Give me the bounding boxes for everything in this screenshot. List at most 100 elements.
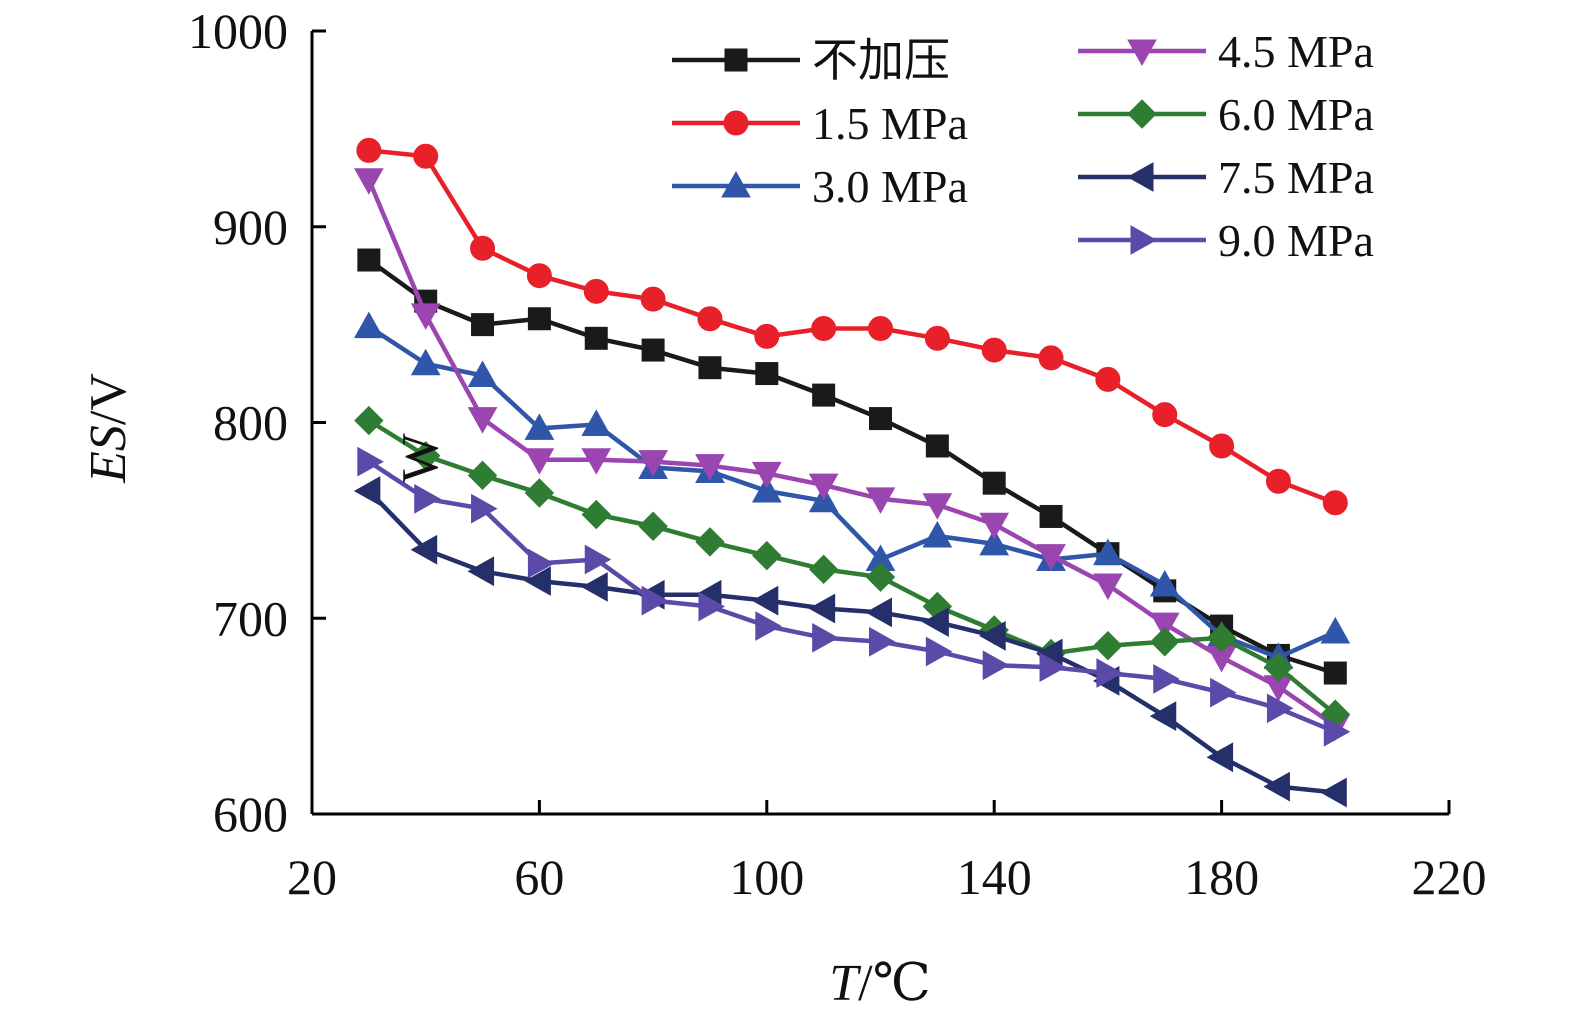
x-axis-title-unit: /℃ [858,955,931,1012]
data-point [413,143,439,169]
x-tick-label: 100 [729,849,804,905]
data-point [925,434,949,458]
data-point [467,360,498,388]
data-point [697,306,723,332]
x-tick-label: 60 [514,849,564,905]
data-point [1038,345,1064,371]
legend-label: 1.5 MPa [812,98,968,149]
data-point [922,607,949,638]
data-point [752,540,782,571]
data-point [1093,538,1123,566]
series-line [367,418,1337,716]
data-point [922,493,953,520]
data-point [467,556,495,587]
data-point [868,316,893,342]
series-5 [354,405,1351,729]
data-point [751,475,782,503]
legend-item: 9.0 MPa [1078,215,1374,266]
y-tick-label: 900 [213,199,288,255]
legend-item: 7.5 MPa [1078,152,1374,203]
legend-item: 6.0 MPa [1078,89,1374,140]
legend-marker [1126,162,1154,192]
data-point [1266,693,1294,724]
data-point [755,362,779,386]
legend: 不加压 1.5 MPa 3.0 MPa 4.5 MPa 6.0 MPa 7.5 MPa 9.… [672,26,1374,266]
data-point [638,450,668,477]
data-point [922,521,953,548]
x-tick-label: 180 [1184,849,1259,905]
data-point [467,407,498,434]
data-point [811,316,837,342]
legend-marker [723,110,749,136]
data-point [924,325,950,351]
legend-label: 不加压 [812,35,950,86]
data-point [981,337,1007,363]
data-point [1093,630,1123,661]
data-point [640,286,666,312]
data-point [1263,771,1290,802]
y-axis-title-unit: /V [80,373,137,425]
data-point [1095,366,1121,392]
y-axis-title-italic: ES [80,425,137,484]
data-point [698,591,725,622]
data-point [812,622,839,653]
data-point [410,303,441,330]
data-point [1320,616,1351,644]
data-point [527,307,551,331]
data-point [751,461,782,489]
data-point [641,585,669,616]
legend-marker [1127,99,1157,129]
series-7 [357,446,1351,747]
data-point [524,413,555,440]
data-point [353,476,381,506]
data-point [982,650,1010,681]
data-point [869,407,892,431]
data-point [471,493,498,524]
legend-label: 4.5 MPa [1218,26,1374,77]
data-point [698,356,722,380]
data-point [979,621,1006,651]
data-point [1039,652,1067,683]
legend-label: 6.0 MPa [1218,89,1374,140]
axes: 600 700 800 900 1000 20 60 100 140 180 220 [188,3,1487,905]
data-point [865,562,896,592]
data-point [1039,504,1063,528]
legend-label: 9.0 MPa [1218,215,1374,266]
data-point [1153,664,1180,694]
y-tick-label: 700 [213,590,288,646]
legend-item: 1.5 MPa [672,98,968,149]
data-point [808,473,839,501]
data-point [357,248,381,272]
data-point [581,572,608,602]
data-point [1210,677,1237,708]
legend-item: 3.0 MPa [672,161,968,212]
data-point [1323,716,1351,747]
data-point [414,483,441,514]
legend-marker [721,170,751,198]
data-point [410,348,441,376]
data-point [353,168,384,195]
legend-label: 3.0 MPa [812,161,968,212]
x-axis-title: T/℃ [829,955,931,1012]
x-tick-label: 20 [287,849,337,905]
data-point [751,585,779,616]
data-point [356,137,382,163]
y-tick-label: 800 [213,395,288,451]
x-tick-label: 140 [957,849,1032,905]
data-point [865,597,892,628]
data-point [357,446,384,477]
data-point [1322,490,1348,516]
data-point [1209,433,1235,459]
series-2 [356,137,1348,516]
y-tick-label: 1000 [188,3,288,59]
series-4 [353,168,1351,741]
data-point [755,611,782,641]
data-point [470,235,496,261]
data-point [982,471,1006,495]
legend-item: 不加压 [672,35,950,86]
data-point [865,487,896,514]
data-point [581,409,612,436]
data-point [1206,623,1237,653]
